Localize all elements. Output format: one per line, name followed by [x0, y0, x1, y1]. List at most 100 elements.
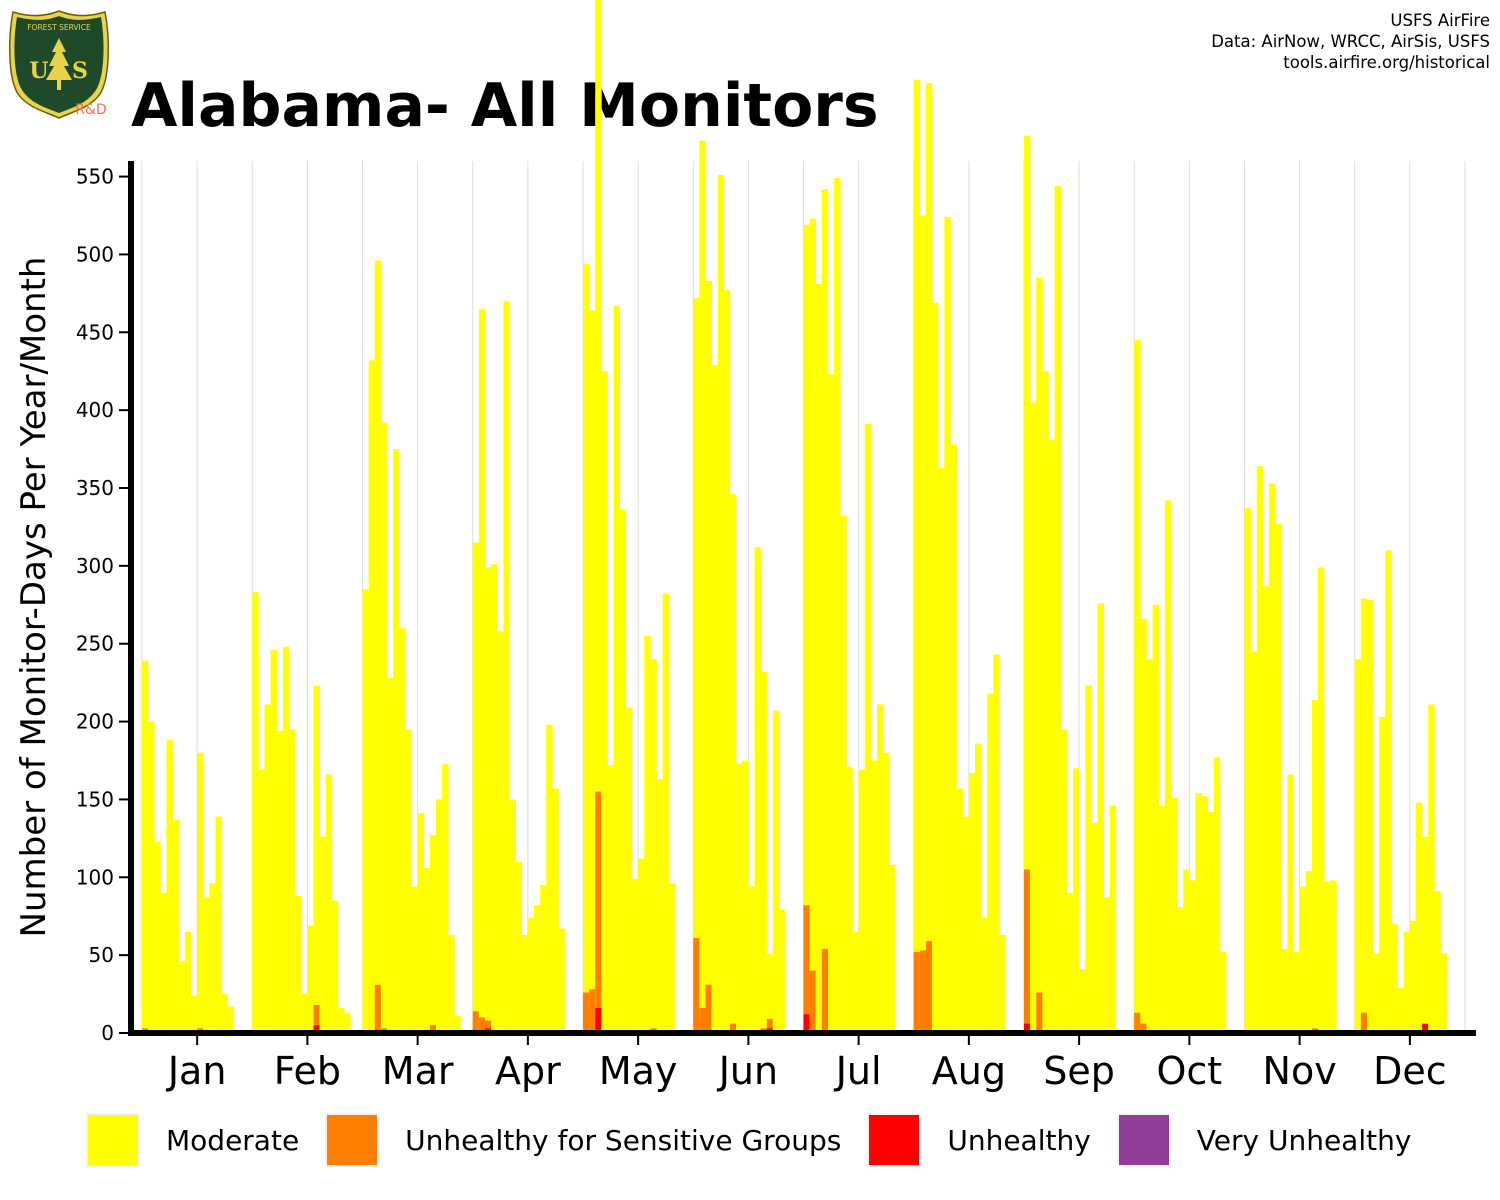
- bar-moderate: [1354, 659, 1362, 1033]
- bar-moderate: [1164, 500, 1172, 1033]
- bar-moderate: [252, 592, 259, 1033]
- bar-usg: [595, 791, 602, 1033]
- bar-moderate: [282, 646, 290, 1033]
- bar-moderate: [932, 302, 939, 1033]
- bar-unhealthy: [313, 1025, 320, 1033]
- bar-usg: [485, 1020, 492, 1033]
- bar-moderate: [1366, 600, 1374, 1033]
- bar-moderate: [1023, 136, 1031, 1034]
- x-tick-label: Feb: [274, 1049, 341, 1093]
- bar-moderate: [393, 449, 400, 1034]
- bar-moderate: [1207, 811, 1215, 1033]
- bar-moderate: [264, 704, 271, 1033]
- y-tick-label: 150: [76, 787, 114, 811]
- bar-moderate: [215, 816, 222, 1033]
- bar-moderate: [815, 284, 823, 1033]
- bar-moderate: [656, 779, 663, 1033]
- bar-moderate: [1293, 952, 1300, 1033]
- bar-usg: [1360, 1012, 1367, 1033]
- bar-moderate: [693, 298, 700, 1033]
- legend-item-usg: Unhealthy for Sensitive Groups: [325, 1110, 867, 1170]
- bar-moderate: [454, 1015, 461, 1033]
- legend-swatch-very-unhealthy: [1116, 1113, 1171, 1167]
- bar-moderate: [766, 953, 774, 1033]
- bar-moderate: [919, 215, 927, 1033]
- bar-moderate: [1434, 891, 1441, 1033]
- y-tick-label: 200: [76, 710, 114, 734]
- bar-moderate: [821, 189, 829, 1033]
- bar-moderate: [736, 763, 743, 1033]
- bar-moderate: [730, 494, 737, 1033]
- bar-moderate: [925, 83, 933, 1033]
- bar-moderate: [938, 467, 945, 1033]
- credit-line: USFS AirFire: [1390, 11, 1490, 30]
- bar-moderate: [662, 593, 670, 1033]
- bar-moderate: [883, 752, 890, 1033]
- bar-moderate: [1097, 603, 1104, 1033]
- bar-moderate: [779, 909, 786, 1033]
- bar-moderate: [276, 730, 284, 1033]
- bar-moderate: [221, 994, 229, 1033]
- legend-swatch-usg: [325, 1113, 380, 1167]
- bar-usg: [699, 1008, 706, 1033]
- bar-unhealthy: [595, 1008, 602, 1033]
- bar-moderate: [1397, 987, 1405, 1033]
- svg-text:FOREST SERVICE: FOREST SERVICE: [27, 23, 91, 32]
- bar-moderate: [1373, 953, 1380, 1033]
- bar-moderate: [632, 878, 639, 1033]
- svg-text:U: U: [29, 58, 48, 84]
- bar-moderate: [1415, 802, 1423, 1033]
- legend-item-unhealthy: Unhealthy: [867, 1110, 1116, 1170]
- bar-moderate: [497, 631, 504, 1033]
- bar-moderate: [405, 729, 412, 1033]
- bar-moderate: [956, 788, 964, 1033]
- bar-moderate: [338, 1008, 345, 1033]
- bar-moderate: [1085, 685, 1092, 1033]
- bar-moderate: [1330, 880, 1337, 1033]
- bar-moderate: [1324, 881, 1331, 1033]
- bar-moderate: [1170, 797, 1178, 1033]
- bar-moderate: [723, 290, 731, 1033]
- bar-moderate: [974, 743, 982, 1033]
- bar-usg: [919, 950, 926, 1033]
- bar-moderate: [527, 917, 535, 1033]
- bar-moderate: [1140, 618, 1147, 1033]
- bar-moderate: [374, 260, 382, 1034]
- bar-moderate: [1195, 793, 1202, 1033]
- bar-moderate: [1440, 953, 1447, 1033]
- bar-moderate: [1281, 948, 1288, 1033]
- x-tick-label: Aug: [932, 1049, 1006, 1093]
- bar-usg: [313, 1004, 320, 1033]
- bar-moderate: [307, 925, 314, 1033]
- bar-moderate: [981, 917, 988, 1033]
- bar-moderate: [558, 928, 565, 1033]
- y-axis-label: Number of Monitor-Days Per Year/Month: [14, 257, 54, 938]
- bar-moderate: [1409, 920, 1417, 1033]
- bar-usg: [705, 984, 712, 1033]
- bar-moderate: [319, 836, 327, 1033]
- bar-moderate: [889, 864, 896, 1033]
- bar-usg: [925, 941, 933, 1033]
- y-tick-label: 350: [76, 476, 114, 500]
- bar-usg: [803, 905, 810, 1033]
- bar-moderate: [625, 707, 633, 1033]
- bar-moderate: [448, 934, 455, 1033]
- credit-line: tools.airfire.org/historical: [1283, 53, 1490, 72]
- bar-moderate: [993, 654, 1000, 1033]
- bar-unhealthy: [1422, 1023, 1429, 1033]
- x-tick-label: Jun: [717, 1049, 778, 1093]
- x-tick-label: Oct: [1157, 1049, 1223, 1093]
- bar-moderate: [1317, 567, 1325, 1033]
- bar-moderate: [705, 280, 712, 1033]
- bar-moderate: [834, 178, 841, 1034]
- legend-label: Unhealthy for Sensitive Groups: [405, 1123, 842, 1157]
- bar-moderate: [380, 422, 388, 1034]
- bar-moderate: [1060, 729, 1068, 1033]
- bar-moderate: [601, 371, 608, 1033]
- bar-moderate: [191, 995, 198, 1033]
- bar-moderate: [387, 677, 394, 1033]
- bar-moderate: [650, 659, 657, 1033]
- bar-moderate: [1054, 185, 1062, 1033]
- bar-moderate: [429, 835, 437, 1033]
- bar-moderate: [962, 816, 970, 1033]
